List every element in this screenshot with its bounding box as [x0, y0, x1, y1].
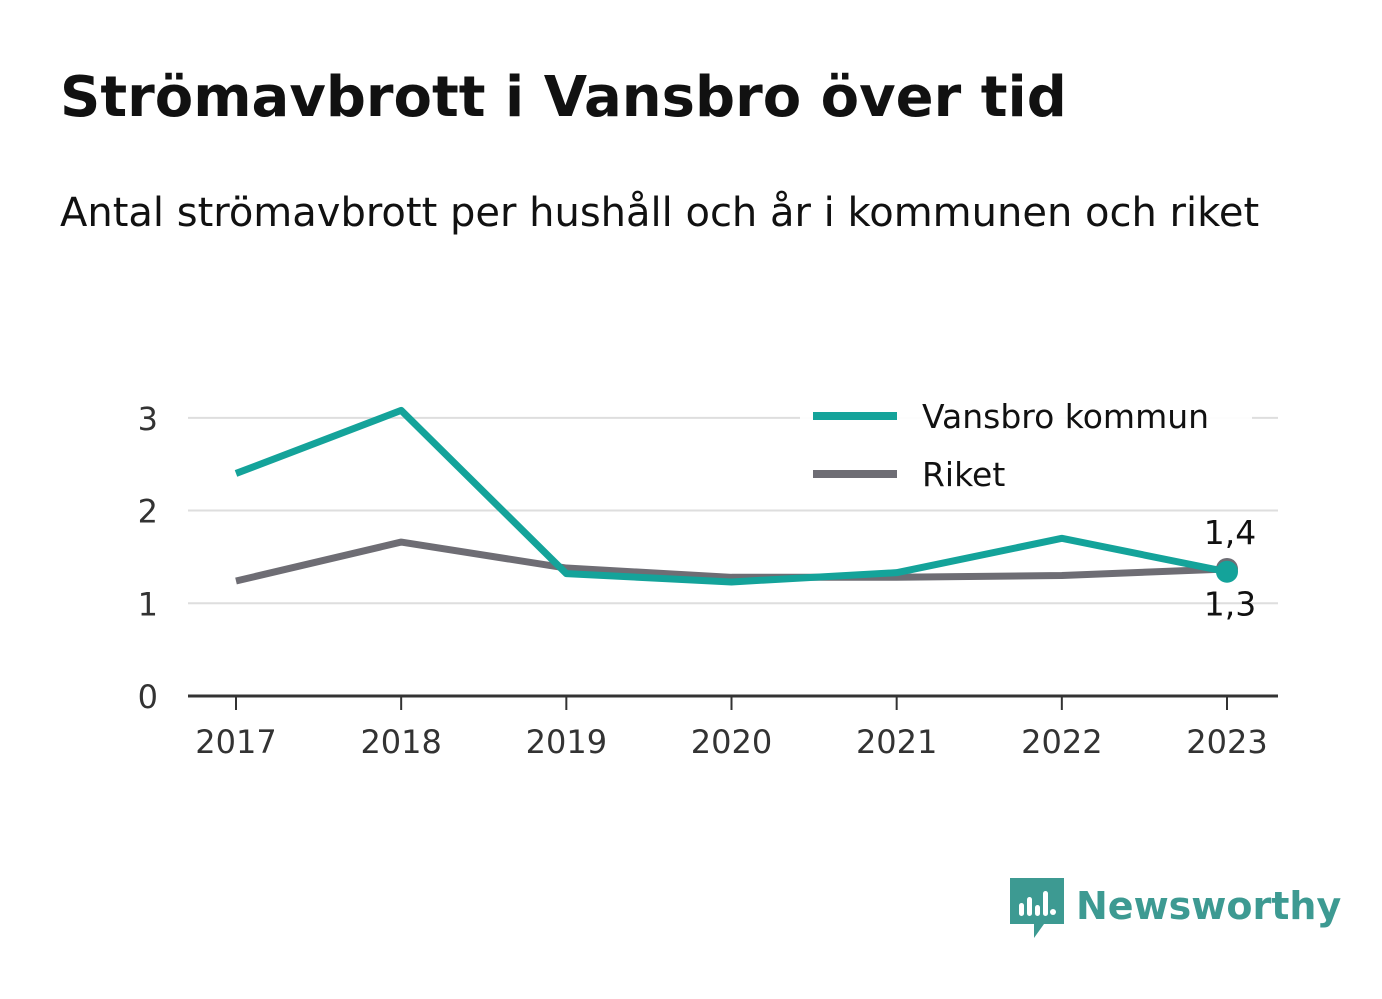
chart-title: Strömavbrott i Vansbro över tid [60, 65, 1067, 130]
brand-logo: Newsworthy [1010, 878, 1341, 940]
end-value-label: 1,3 [1204, 585, 1256, 624]
series-line [234, 406, 1228, 586]
y-tick-label: 3 [138, 400, 158, 438]
x-tick-label: 2018 [360, 723, 441, 761]
x-tick-label: 2020 [691, 723, 772, 761]
end-labels: 1,4 1,3 [1204, 513, 1256, 624]
series-layer [234, 406, 1238, 586]
x-tick-label: 2023 [1186, 723, 1267, 761]
x-tick-label: 2019 [526, 723, 607, 761]
series-end-point [1216, 560, 1238, 583]
legend-label: Vansbro kommun [922, 397, 1209, 436]
x-tick-label: 2017 [195, 723, 276, 761]
x-tick-label: 2021 [856, 723, 937, 761]
x-tick-label: 2022 [1021, 723, 1102, 761]
y-tick-label: 0 [138, 678, 158, 716]
newsworthy-logo-icon [1010, 878, 1064, 938]
brand-name: Newsworthy [1076, 884, 1342, 928]
y-axis: 0 1 2 3 [138, 400, 158, 716]
y-tick-label: 1 [138, 585, 158, 623]
legend: Vansbro kommun Riket [800, 392, 1252, 508]
y-tick-label: 2 [138, 493, 158, 531]
legend-background [800, 392, 1252, 508]
series-line [235, 538, 1228, 585]
legend-label: Riket [922, 455, 1005, 494]
end-value-label: 1,4 [1204, 513, 1256, 552]
chart-subtitle: Antal strömavbrott per hushåll och år i … [60, 190, 1260, 236]
x-axis: 2017 2018 2019 2020 2021 2022 2023 [188, 694, 1278, 761]
